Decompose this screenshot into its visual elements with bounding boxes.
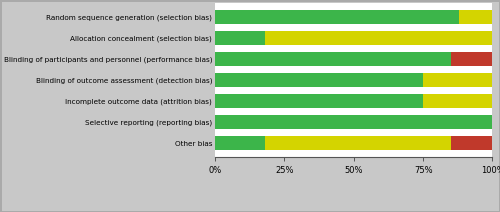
Bar <box>215 115 492 129</box>
Bar <box>423 94 492 108</box>
Bar <box>459 10 492 24</box>
Bar <box>215 73 423 87</box>
Bar <box>215 10 459 24</box>
Bar <box>451 136 492 150</box>
Bar <box>215 94 423 108</box>
Bar <box>265 136 451 150</box>
Bar <box>215 31 265 45</box>
Bar <box>423 73 492 87</box>
Bar <box>451 52 492 66</box>
Bar <box>215 136 265 150</box>
Bar <box>215 52 451 66</box>
Bar <box>265 31 492 45</box>
